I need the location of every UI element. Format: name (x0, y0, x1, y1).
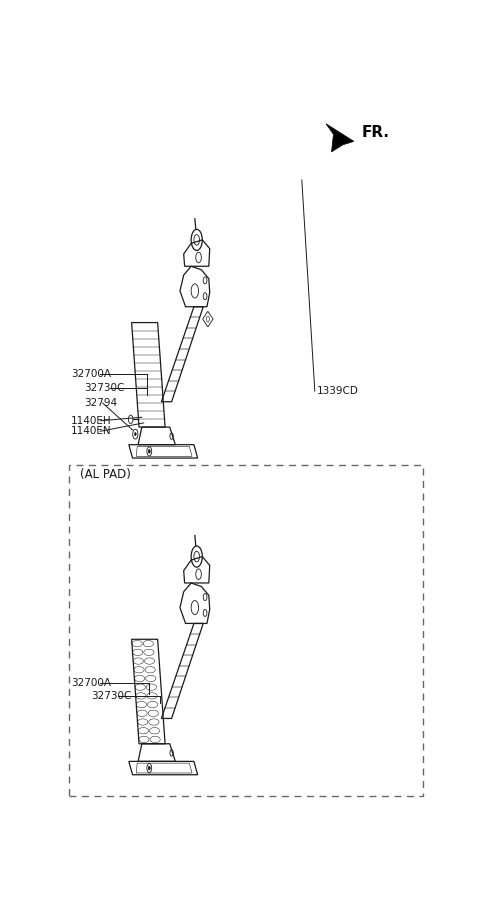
Circle shape (134, 432, 136, 436)
Polygon shape (326, 123, 354, 152)
Circle shape (148, 766, 150, 770)
Text: 32794: 32794 (84, 399, 117, 409)
Text: 1140EN: 1140EN (71, 426, 112, 436)
Text: 32700A: 32700A (71, 368, 111, 378)
Text: 32730C: 32730C (92, 691, 132, 701)
Text: (AL PAD): (AL PAD) (81, 468, 132, 481)
Circle shape (148, 450, 150, 453)
Text: 1140EH: 1140EH (71, 416, 112, 426)
Text: FR.: FR. (361, 125, 389, 141)
Text: 32730C: 32730C (84, 383, 124, 393)
Text: 32700A: 32700A (71, 678, 111, 688)
Text: 1339CD: 1339CD (317, 387, 359, 396)
